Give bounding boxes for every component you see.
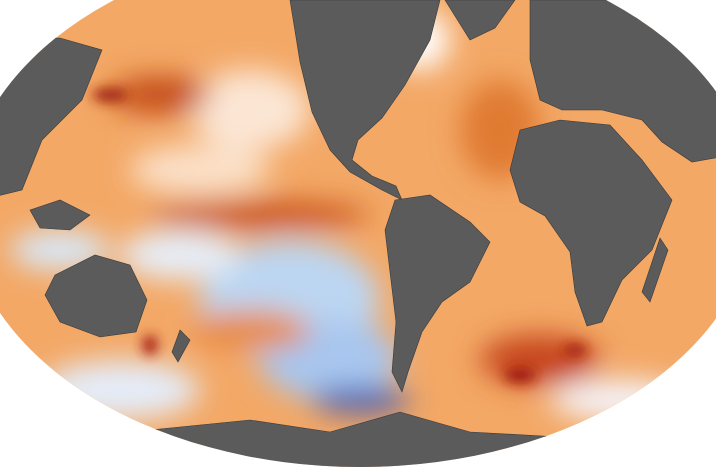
asia-east bbox=[0, 37, 103, 206]
madagascar bbox=[641, 237, 669, 303]
africa bbox=[509, 119, 673, 327]
australia bbox=[44, 254, 148, 338]
greenland bbox=[444, 0, 516, 41]
south-america bbox=[384, 194, 491, 393]
north-america bbox=[289, 0, 441, 201]
new-zealand bbox=[171, 329, 191, 363]
indonesia bbox=[29, 199, 91, 231]
hotspots bbox=[92, 88, 587, 383]
